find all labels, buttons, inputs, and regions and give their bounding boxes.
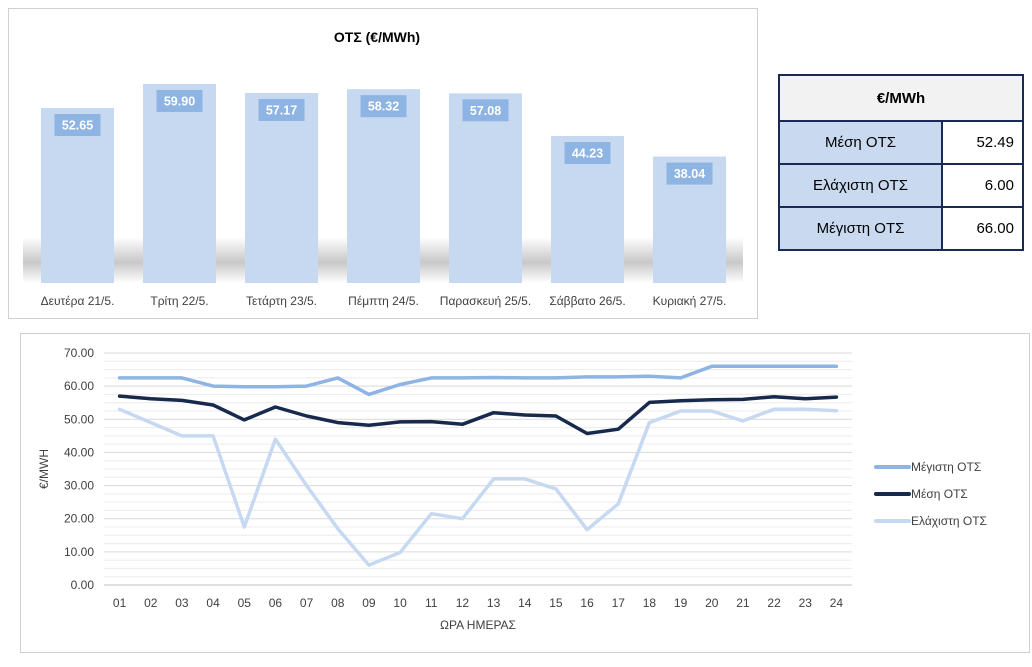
- legend: Μέγιστη ΟΤΣ Μέση ΟΤΣ Ελάχιστη ΟΤΣ: [874, 460, 987, 528]
- stats-row-value: 52.49: [941, 120, 1024, 165]
- x-axis-label: ΩΡΑ ΗΜΕΡΑΣ: [440, 618, 516, 632]
- y-axis-label: €/MWH: [37, 449, 51, 489]
- data-label-box: [462, 99, 509, 122]
- stats-row-max: Μέγιστη ΟΤΣ 66.00: [778, 206, 1024, 251]
- bar: [245, 92, 318, 283]
- bar-chart: 52.65 Δευτέρα 21/5. 59.90 Τρίτη 22/5. 57.17 Τ…: [23, 21, 743, 308]
- y-ticks: 0.00 10.00 20.00 30.00 40.00 50.00 60.00 70.00: [64, 346, 94, 592]
- stats-row-value: 6.00: [941, 163, 1024, 208]
- x-tick-label: 07: [300, 596, 314, 610]
- x-tick-label: 09: [362, 596, 376, 610]
- x-tick-label: Κυριακή 27/5.: [653, 294, 727, 308]
- x-tick-label: 15: [549, 596, 563, 610]
- bar-chart-panel: 52.65 Δευτέρα 21/5. 59.90 Τρίτη 22/5. 57.17 Τ…: [8, 8, 758, 319]
- bar: [347, 89, 420, 283]
- x-tick-label: 13: [487, 596, 501, 610]
- y-tick-label: 70.00: [64, 346, 94, 360]
- stats-table: €/MWh Μέση ΟΤΣ 52.49 Ελάχιστη ΟΤΣ 6.00 Μ…: [778, 74, 1024, 251]
- data-label-box: [666, 162, 713, 185]
- y-tick-label: 0.00: [71, 578, 95, 592]
- x-tick-label: Τρίτη 22/5.: [150, 294, 208, 308]
- x-tick-label: 03: [175, 596, 189, 610]
- x-tick-label: 16: [580, 596, 594, 610]
- x-tick-label: 02: [144, 596, 158, 610]
- line-series: [117, 364, 839, 567]
- x-tick-label: 04: [206, 596, 220, 610]
- data-label-box: [564, 142, 611, 165]
- data-label-box: [156, 89, 203, 112]
- x-tick-label: 22: [767, 596, 781, 610]
- x-tick-label: 12: [456, 596, 470, 610]
- series-line: [117, 364, 839, 397]
- stats-table-header-row: €/MWh: [778, 74, 1024, 122]
- data-label: 57.17: [266, 103, 297, 117]
- y-tick-label: 10.00: [64, 545, 94, 559]
- data-label: 44.23: [572, 147, 603, 161]
- x-tick-label: 17: [612, 596, 626, 610]
- x-tick-label: 11: [425, 596, 438, 610]
- y-tick-label: 40.00: [64, 445, 94, 459]
- y-tick-label: 50.00: [64, 412, 94, 426]
- y-tick-label: 60.00: [64, 379, 94, 393]
- data-label: 57.08: [470, 104, 501, 118]
- x-tick-label: 05: [238, 596, 252, 610]
- data-label-box: [360, 95, 407, 118]
- data-label-box: [54, 114, 101, 137]
- x-tick-label: Δευτέρα 21/5.: [41, 294, 115, 308]
- x-tick-label: 14: [518, 596, 532, 610]
- data-label: 59.90: [164, 94, 195, 108]
- stats-row-value: 66.00: [941, 206, 1024, 251]
- legend-label: Μέση ΟΤΣ: [911, 487, 968, 501]
- bar: [41, 108, 114, 283]
- stats-row-label: Ελάχιστη ΟΤΣ: [778, 163, 943, 208]
- x-tick-label: Παρασκευή 25/5.: [440, 294, 531, 308]
- data-label: 58.32: [368, 100, 399, 114]
- x-tick-label: 21: [736, 596, 750, 610]
- x-tick-label: Τετάρτη 23/5.: [246, 294, 317, 308]
- x-tick-label: 18: [643, 596, 657, 610]
- stats-table-header: €/MWh: [778, 74, 1024, 122]
- x-tick-label: 23: [799, 596, 813, 610]
- legend-label: Ελάχιστη ΟΤΣ: [911, 514, 987, 528]
- chart-title: ΟΤΣ (€/MWh): [334, 29, 420, 45]
- stats-row-label: Μέση ΟΤΣ: [778, 120, 943, 165]
- x-tick-label: 20: [705, 596, 719, 610]
- data-label: 38.04: [674, 167, 705, 181]
- series-line: [117, 394, 839, 436]
- stats-row-label: Μέγιστη ΟΤΣ: [778, 206, 943, 251]
- bar-series: 52.65 Δευτέρα 21/5. 59.90 Τρίτη 22/5. 57.17 Τ…: [41, 83, 727, 308]
- series-line: [117, 407, 839, 567]
- x-tick-label: 08: [331, 596, 345, 610]
- stats-row-min: Ελάχιστη ΟΤΣ 6.00: [778, 163, 1024, 208]
- x-tick-label: 19: [674, 596, 688, 610]
- legend-label: Μέγιστη ΟΤΣ: [911, 460, 981, 474]
- x-ticks: 01 02 03 04 05 06 07 08 09 10 11 12 13 14 15 16 17 18 19 20…: [113, 596, 844, 610]
- x-tick-label: 06: [269, 596, 283, 610]
- title-box: [309, 21, 445, 53]
- line-chart-panel: 0.00 10.00 20.00 30.00 40.00 50.00 60.00 70.00 0…: [20, 333, 1030, 653]
- stats-row-mean: Μέση ΟΤΣ 52.49: [778, 120, 1024, 165]
- y-tick-label: 30.00: [64, 479, 94, 493]
- x-tick-label: Πέμπτη 24/5.: [348, 294, 419, 308]
- x-tick-label: 24: [830, 596, 844, 610]
- bar: [143, 83, 216, 283]
- bar: [449, 93, 522, 283]
- x-tick-label: 01: [113, 596, 127, 610]
- data-label: 52.65: [62, 119, 93, 133]
- line-chart: 0.0010.0020.0030.0040.0050.0060.0070.000…: [37, 346, 987, 632]
- x-tick-label: Σάββατο 26/5.: [549, 294, 625, 308]
- x-tick-label: 10: [393, 596, 407, 610]
- y-tick-label: 20.00: [64, 512, 94, 526]
- data-label-box: [258, 98, 305, 121]
